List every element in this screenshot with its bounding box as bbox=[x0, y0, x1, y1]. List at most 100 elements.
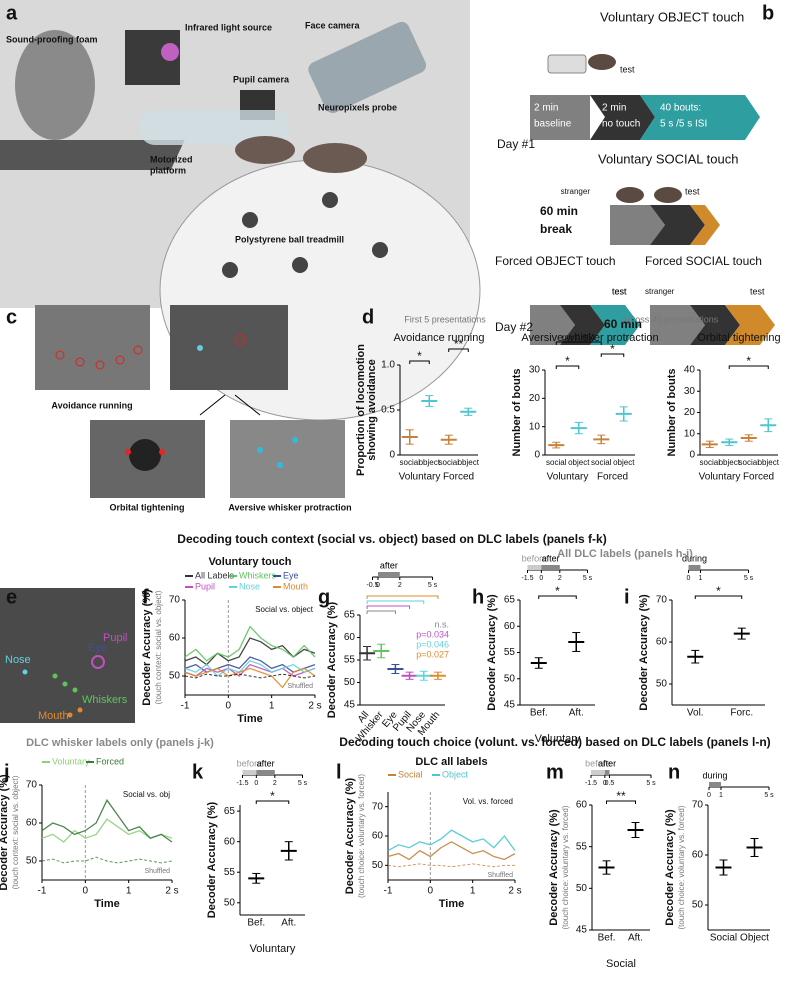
line bbox=[387, 841, 516, 861]
y-tick-label: 50 bbox=[504, 673, 516, 684]
y-tick-label: 50 bbox=[656, 679, 668, 690]
x-tick-label: -1 bbox=[384, 886, 393, 897]
x-tick-label: object bbox=[719, 458, 741, 467]
panel-letter: e bbox=[6, 586, 17, 608]
timeline-window bbox=[541, 565, 560, 570]
group-label: Forced bbox=[597, 472, 628, 483]
legend-label: Object bbox=[442, 769, 469, 779]
y-axis-label: Number of bouts bbox=[511, 369, 523, 457]
label: stranger bbox=[561, 187, 591, 196]
bracket-label: * bbox=[716, 584, 721, 598]
group-label: Voluntary bbox=[547, 472, 589, 483]
label: test bbox=[612, 286, 627, 296]
label: stranger bbox=[645, 287, 675, 296]
timeline-tick-label: 5 s bbox=[583, 575, 593, 582]
y-axis-sublabel: (touch choice: voluntary vs. forced) bbox=[677, 805, 686, 929]
y-tick-label: 1.0 bbox=[381, 360, 395, 371]
y-tick-label: 50 bbox=[372, 860, 384, 871]
label: Voluntary OBJECT touch bbox=[600, 9, 744, 24]
label: Pupil bbox=[103, 632, 127, 644]
panel-letter: b bbox=[762, 2, 774, 24]
annotation: Social vs. obj bbox=[123, 790, 170, 799]
rig-illustration bbox=[0, 0, 481, 421]
line bbox=[184, 660, 316, 677]
group-label: Forced bbox=[443, 472, 474, 483]
y-tick-label: 60 bbox=[26, 818, 38, 829]
bracket bbox=[255, 800, 290, 804]
x-axis-label: Voluntary bbox=[250, 943, 296, 955]
x-tick-label: Bef. bbox=[530, 708, 548, 719]
chart-title: DLC all labels bbox=[415, 756, 487, 768]
label: Avoidance running bbox=[51, 400, 132, 410]
panel-letter: a bbox=[6, 2, 18, 24]
y-tick-label: 45 bbox=[344, 700, 356, 711]
y-tick-label: 0.5 bbox=[381, 405, 395, 416]
panel-letter: l bbox=[336, 761, 342, 783]
x-axis-label: Time bbox=[94, 898, 119, 910]
bracket bbox=[366, 610, 396, 614]
timeline-tick-label: -1.5 bbox=[521, 575, 533, 582]
y-tick-label: 70 bbox=[692, 800, 704, 811]
label: test bbox=[685, 186, 700, 196]
y-tick-label: 65 bbox=[344, 610, 356, 621]
timeline-window bbox=[604, 770, 610, 775]
line bbox=[387, 829, 516, 852]
bracket bbox=[409, 360, 430, 364]
x-tick-label: social bbox=[739, 458, 760, 467]
legend-label: Voluntary bbox=[52, 756, 90, 766]
x-tick-label: social bbox=[591, 458, 612, 467]
annotation: Social vs. object bbox=[255, 605, 314, 614]
timeline-tick-label: 0 bbox=[539, 575, 543, 582]
y-tick-label: 55 bbox=[504, 647, 516, 658]
timeline-window bbox=[709, 782, 721, 787]
legend-label: Pupil bbox=[195, 581, 215, 591]
bracket-label: n.s. bbox=[434, 619, 449, 629]
y-tick-label: 55 bbox=[224, 867, 236, 878]
timeline-tick-label: 1 bbox=[719, 792, 723, 799]
timeline-tick-label: 5 s bbox=[428, 582, 438, 589]
x-tick-label: 2 s bbox=[308, 701, 321, 712]
label: Day #1 bbox=[497, 137, 535, 151]
label: Aversive whisker protraction bbox=[228, 502, 351, 512]
timeline-window bbox=[527, 565, 542, 570]
x-axis-label: Time bbox=[237, 713, 262, 725]
x-tick-label: 2 s bbox=[165, 886, 178, 897]
y-axis-label: showing avoidance bbox=[366, 359, 378, 460]
y-tick-label: 55 bbox=[576, 841, 588, 852]
y-tick-label: 10 bbox=[529, 421, 541, 432]
timeline-tick-label: 0 bbox=[707, 792, 711, 799]
legend-label: Shuffled bbox=[487, 872, 513, 879]
heading: Decoding touch choice (volunt. vs. force… bbox=[339, 735, 770, 749]
label: platform bbox=[150, 165, 186, 175]
x-tick-label: -1 bbox=[181, 701, 190, 712]
line bbox=[41, 856, 173, 864]
bracket-label: * bbox=[270, 789, 275, 803]
y-axis-label: Proportion of locomotion bbox=[355, 344, 367, 476]
group-label: Voluntary bbox=[399, 472, 441, 483]
y-axis-label: Number of bouts bbox=[666, 369, 678, 457]
timeline-label: during bbox=[682, 553, 707, 563]
bracket-label: * bbox=[555, 584, 560, 598]
panel-letter: f bbox=[142, 586, 149, 608]
label: break bbox=[540, 222, 572, 236]
legend-label: Mouth bbox=[283, 581, 308, 591]
timeline-tick-label: 2 bbox=[398, 582, 402, 589]
label: no touch bbox=[602, 119, 640, 130]
y-tick-label: 0 bbox=[534, 450, 540, 461]
y-axis-sublabel: (touch context: social vs. object) bbox=[154, 590, 163, 704]
y-tick-label: 70 bbox=[26, 780, 38, 791]
legend-label: Forced bbox=[96, 756, 124, 766]
y-tick-label: 0 bbox=[689, 450, 695, 461]
label: Forced OBJECT touch bbox=[495, 254, 616, 268]
x-axis-label: Voluntary bbox=[535, 733, 581, 745]
header: First 5 presentations bbox=[404, 314, 486, 324]
y-tick-label: 10 bbox=[684, 428, 696, 439]
label: Orbital tightening bbox=[110, 502, 185, 512]
y-tick-label: 50 bbox=[224, 897, 236, 908]
timeline-tick-label: 0 bbox=[603, 780, 607, 787]
legend-label: All Labels bbox=[195, 570, 235, 580]
y-tick-label: 45 bbox=[504, 700, 516, 711]
timeline-tick-label: 0 bbox=[254, 780, 258, 787]
label: 60 min bbox=[604, 317, 642, 331]
